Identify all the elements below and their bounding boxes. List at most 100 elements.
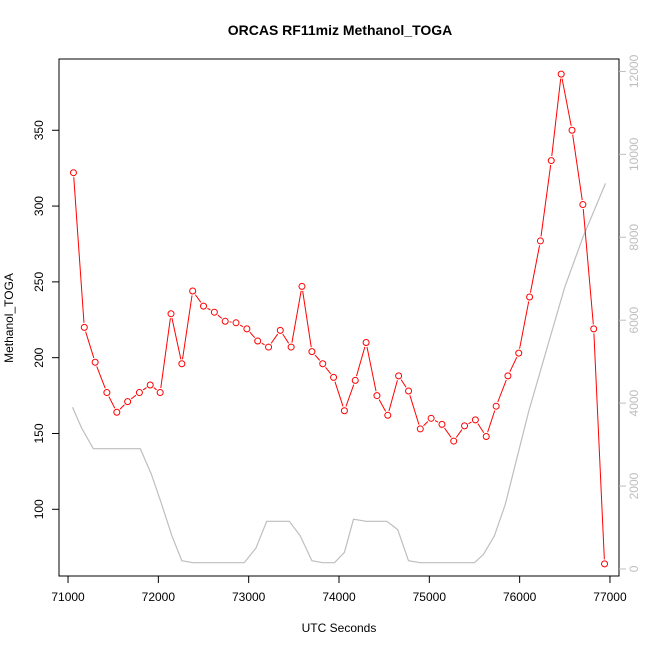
primary-series-point — [287, 343, 295, 351]
primary-series-segment — [314, 354, 321, 361]
primary-series-point — [461, 422, 469, 430]
primary-series-point — [135, 389, 143, 397]
primary-series-point — [200, 302, 208, 310]
y-tick-label: 250 — [32, 272, 46, 292]
primary-series-segment — [366, 346, 377, 392]
primary-series-segment — [345, 384, 355, 407]
primary-series-segment — [400, 379, 407, 388]
primary-series-point — [438, 420, 446, 428]
primary-series-segment — [509, 356, 518, 373]
primary-series-point — [330, 373, 338, 381]
primary-series-point — [298, 282, 306, 290]
primary-series-point — [340, 407, 348, 415]
primary-series-point — [450, 437, 458, 445]
primary-series-point — [471, 416, 479, 424]
primary-series-segment — [282, 333, 290, 344]
primary-series-segment — [160, 318, 171, 389]
primary-series-point — [69, 169, 77, 177]
primary-series-segment — [261, 342, 265, 346]
x-tick-label: 74000 — [322, 590, 356, 604]
primary-series-point — [568, 126, 576, 134]
primary-series-point — [557, 70, 565, 78]
primary-series-point — [384, 411, 392, 419]
primary-series-segment — [356, 346, 366, 377]
primary-series-segment — [487, 410, 496, 433]
primary-series-point — [80, 323, 88, 331]
primary-series-segment — [434, 420, 439, 423]
primary-series-segment — [423, 421, 429, 427]
y2-tick-label: 6000 — [627, 307, 641, 334]
primary-series-point — [146, 381, 154, 389]
primary-series-point — [515, 349, 523, 357]
primary-series-point — [319, 360, 327, 368]
primary-series-segment — [468, 421, 472, 425]
primary-series-point — [254, 337, 262, 345]
y-tick-label: 150 — [32, 423, 46, 443]
primary-series-segment — [529, 245, 541, 293]
primary-series-segment — [334, 381, 344, 407]
x-tick-label: 75000 — [413, 590, 447, 604]
x-tick-label: 77000 — [593, 590, 627, 604]
y-tick-label: 100 — [32, 499, 46, 519]
primary-series-segment — [194, 294, 202, 303]
primary-series-segment — [291, 290, 302, 343]
primary-series-point — [276, 326, 284, 334]
primary-series-point — [167, 310, 175, 318]
primary-series-point — [504, 372, 512, 380]
primary-series-point — [482, 433, 490, 441]
primary-series-segment — [153, 387, 157, 391]
primary-series-segment — [171, 318, 182, 360]
primary-series-segment — [207, 307, 211, 311]
primary-series-point — [395, 372, 403, 380]
primary-series-point — [362, 339, 370, 347]
y-axis-label: Methanol_TOGA — [2, 273, 16, 363]
primary-series-segment — [249, 331, 256, 338]
primary-series-point — [590, 325, 598, 333]
x-tick-label: 71000 — [51, 590, 85, 604]
y2-tick-label: 10000 — [627, 137, 641, 171]
primary-series-segment — [388, 380, 398, 412]
primary-series-point — [579, 201, 587, 209]
primary-series-segment — [572, 134, 583, 201]
primary-series-segment — [119, 404, 125, 410]
primary-series-segment — [497, 379, 507, 403]
y2-tick-label: 4000 — [627, 389, 641, 416]
y2-axis: 0 2000 4000 6000 8000 10000 12000 — [619, 54, 641, 572]
primary-series-segment — [130, 394, 137, 400]
primary-series-segment — [325, 366, 332, 375]
primary-series-segment — [182, 295, 193, 360]
y-tick-label: 300 — [32, 196, 46, 216]
x-tick-label: 76000 — [503, 590, 537, 604]
chart-title: ORCAS RF11miz Methanol_TOGA — [228, 22, 453, 38]
primary-series-point — [103, 389, 111, 397]
y2-tick-label: 8000 — [627, 224, 641, 251]
secondary-series — [71, 183, 607, 564]
primary-series-segment — [142, 387, 147, 391]
primary-series-point — [210, 308, 218, 316]
primary-series-segment — [519, 301, 530, 349]
x-axis: 71000 72000 73000 74000 75000 76000 77000 — [51, 576, 627, 604]
x-axis-label: UTC Seconds — [302, 621, 377, 635]
y-tick-label: 200 — [32, 347, 46, 367]
primary-series-segment — [239, 324, 244, 328]
primary-series-segment — [551, 78, 562, 157]
primary-series-point — [189, 287, 197, 295]
primary-series-point — [416, 425, 424, 433]
x-tick-label: 72000 — [142, 590, 176, 604]
primary-series-segment — [85, 331, 95, 359]
primary-series-point — [232, 319, 240, 327]
primary-series-segment — [409, 395, 420, 425]
y2-tick-label: 2000 — [627, 472, 641, 499]
secondary-series-line — [71, 183, 607, 564]
y2-tick-label: 12000 — [627, 54, 641, 88]
primary-series-point — [601, 560, 609, 568]
primary-series-point — [526, 293, 534, 301]
primary-series-segment — [108, 396, 116, 409]
primary-series-segment — [444, 427, 452, 438]
primary-series-point — [405, 387, 413, 395]
primary-series-segment — [477, 423, 485, 434]
primary-series-segment — [593, 333, 605, 560]
primary-series — [69, 70, 609, 568]
primary-series-point — [91, 358, 99, 366]
